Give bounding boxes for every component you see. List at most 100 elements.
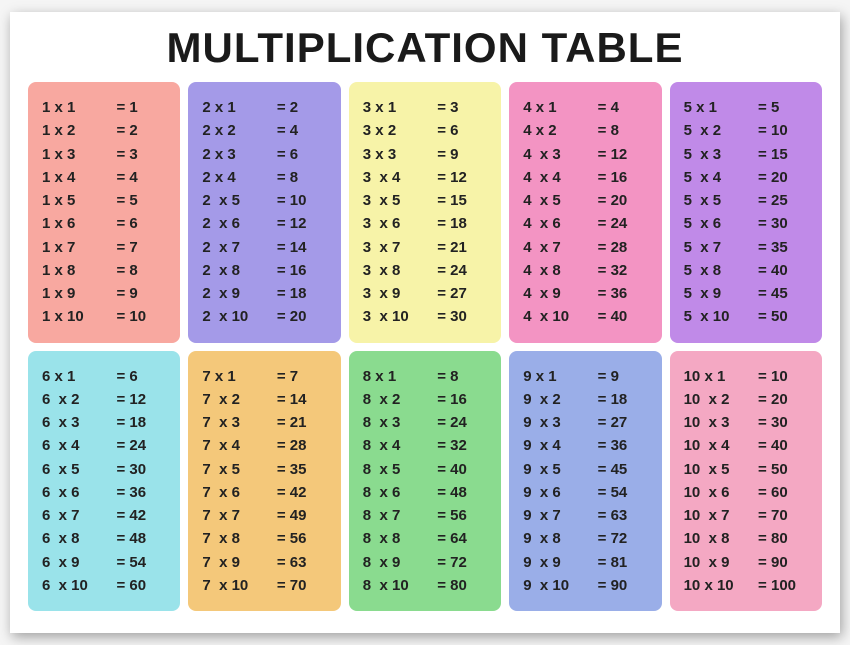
table-card-9: 9 x 1= 99 x 2= 189 x 3= 279 x 4= 369 x 5…: [509, 351, 661, 612]
equation-lhs: 1 x 8: [42, 259, 116, 282]
table-card-4: 4 x 1= 44 x 2= 84 x 3= 124 x 4= 164 x 5=…: [509, 82, 661, 343]
equation-lhs: 8 x 9: [363, 551, 437, 574]
equation-lhs: 3 x 8: [363, 259, 437, 282]
table-row: 8 x 10= 80: [363, 574, 491, 597]
equation-rhs: = 8: [116, 259, 170, 282]
table-row: 1 x 6= 6: [42, 212, 170, 235]
equation-lhs: 6 x 7: [42, 504, 116, 527]
equation-lhs: 4 x 1: [523, 96, 597, 119]
equation-rhs: = 10: [758, 119, 812, 142]
table-card-5: 5 x 1= 55 x 2= 105 x 3= 155 x 4= 205 x 5…: [670, 82, 822, 343]
equation-rhs: = 90: [598, 574, 652, 597]
equation-lhs: 6 x 8: [42, 527, 116, 550]
equation-rhs: = 12: [437, 166, 491, 189]
equation-lhs: 8 x 1: [363, 365, 437, 388]
equation-rhs: = 54: [598, 481, 652, 504]
equation-lhs: 8 x 4: [363, 434, 437, 457]
table-row: 10 x 3= 30: [684, 411, 812, 434]
equation-lhs: 6 x 4: [42, 434, 116, 457]
equation-lhs: 5 x 3: [684, 143, 758, 166]
equation-lhs: 4 x 2: [523, 119, 597, 142]
equation-lhs: 5 x 9: [684, 282, 758, 305]
equation-lhs: 5 x 8: [684, 259, 758, 282]
table-row: 8 x 5= 40: [363, 458, 491, 481]
equation-rhs: = 80: [758, 527, 812, 550]
table-row: 6 x 7= 42: [42, 504, 170, 527]
equation-lhs: 4 x 4: [523, 166, 597, 189]
table-row: 6 x 6= 36: [42, 481, 170, 504]
equation-rhs: = 32: [437, 434, 491, 457]
table-row: 9 x 7= 63: [523, 504, 651, 527]
equation-lhs: 6 x 6: [42, 481, 116, 504]
table-row: 9 x 4= 36: [523, 434, 651, 457]
equation-lhs: 7 x 3: [202, 411, 276, 434]
table-row: 2 x 8= 16: [202, 259, 330, 282]
equation-lhs: 3 x 7: [363, 236, 437, 259]
equation-lhs: 10 x 7: [684, 504, 758, 527]
equation-rhs: = 1: [116, 96, 170, 119]
equation-rhs: = 32: [598, 259, 652, 282]
table-row: 8 x 3= 24: [363, 411, 491, 434]
equation-lhs: 1 x 5: [42, 189, 116, 212]
equation-rhs: = 70: [277, 574, 331, 597]
equation-lhs: 10 x 3: [684, 411, 758, 434]
equation-rhs: = 28: [277, 434, 331, 457]
equation-lhs: 1 x 9: [42, 282, 116, 305]
equation-rhs: = 18: [277, 282, 331, 305]
table-card-3: 3 x 1= 33 x 2= 63 x 3= 93 x 4= 123 x 5= …: [349, 82, 501, 343]
equation-rhs: = 2: [116, 119, 170, 142]
equation-lhs: 8 x 6: [363, 481, 437, 504]
table-row: 7 x 1= 7: [202, 365, 330, 388]
equation-lhs: 1 x 7: [42, 236, 116, 259]
equation-rhs: = 15: [758, 143, 812, 166]
equation-lhs: 5 x 1: [684, 96, 758, 119]
equation-rhs: = 6: [437, 119, 491, 142]
equation-rhs: = 3: [116, 143, 170, 166]
equation-lhs: 6 x 3: [42, 411, 116, 434]
equation-lhs: 2 x 8: [202, 259, 276, 282]
equation-rhs: = 50: [758, 305, 812, 328]
equation-rhs: = 6: [116, 212, 170, 235]
table-row: 4 x 4= 16: [523, 166, 651, 189]
equation-lhs: 1 x 10: [42, 305, 116, 328]
equation-lhs: 9 x 1: [523, 365, 597, 388]
table-row: 5 x 2= 10: [684, 119, 812, 142]
table-row: 4 x 9= 36: [523, 282, 651, 305]
table-card-8: 8 x 1= 88 x 2= 168 x 3= 248 x 4= 328 x 5…: [349, 351, 501, 612]
equation-lhs: 3 x 3: [363, 143, 437, 166]
equation-lhs: 7 x 7: [202, 504, 276, 527]
equation-lhs: 4 x 10: [523, 305, 597, 328]
table-row: 7 x 10= 70: [202, 574, 330, 597]
table-row: 4 x 8= 32: [523, 259, 651, 282]
equation-rhs: = 30: [437, 305, 491, 328]
equation-rhs: = 12: [598, 143, 652, 166]
table-row: 4 x 3= 12: [523, 143, 651, 166]
table-row: 2 x 1= 2: [202, 96, 330, 119]
equation-lhs: 10 x 4: [684, 434, 758, 457]
equation-rhs: = 16: [437, 388, 491, 411]
equation-rhs: = 63: [277, 551, 331, 574]
equation-lhs: 7 x 10: [202, 574, 276, 597]
equation-lhs: 9 x 2: [523, 388, 597, 411]
tables-grid: 1 x 1= 11 x 2= 21 x 3= 31 x 4= 41 x 5= 5…: [28, 82, 822, 611]
equation-lhs: 8 x 7: [363, 504, 437, 527]
equation-rhs: = 4: [277, 119, 331, 142]
equation-rhs: = 48: [116, 527, 170, 550]
table-row: 3 x 2= 6: [363, 119, 491, 142]
equation-lhs: 5 x 4: [684, 166, 758, 189]
equation-rhs: = 24: [437, 259, 491, 282]
equation-rhs: = 49: [277, 504, 331, 527]
equation-rhs: = 40: [598, 305, 652, 328]
table-row: 8 x 6= 48: [363, 481, 491, 504]
equation-rhs: = 21: [277, 411, 331, 434]
table-row: 3 x 6= 18: [363, 212, 491, 235]
table-row: 3 x 9= 27: [363, 282, 491, 305]
equation-rhs: = 80: [437, 574, 491, 597]
equation-rhs: = 12: [277, 212, 331, 235]
table-row: 6 x 3= 18: [42, 411, 170, 434]
equation-lhs: 3 x 9: [363, 282, 437, 305]
table-row: 1 x 5= 5: [42, 189, 170, 212]
equation-lhs: 7 x 8: [202, 527, 276, 550]
equation-lhs: 9 x 5: [523, 458, 597, 481]
table-row: 7 x 5= 35: [202, 458, 330, 481]
